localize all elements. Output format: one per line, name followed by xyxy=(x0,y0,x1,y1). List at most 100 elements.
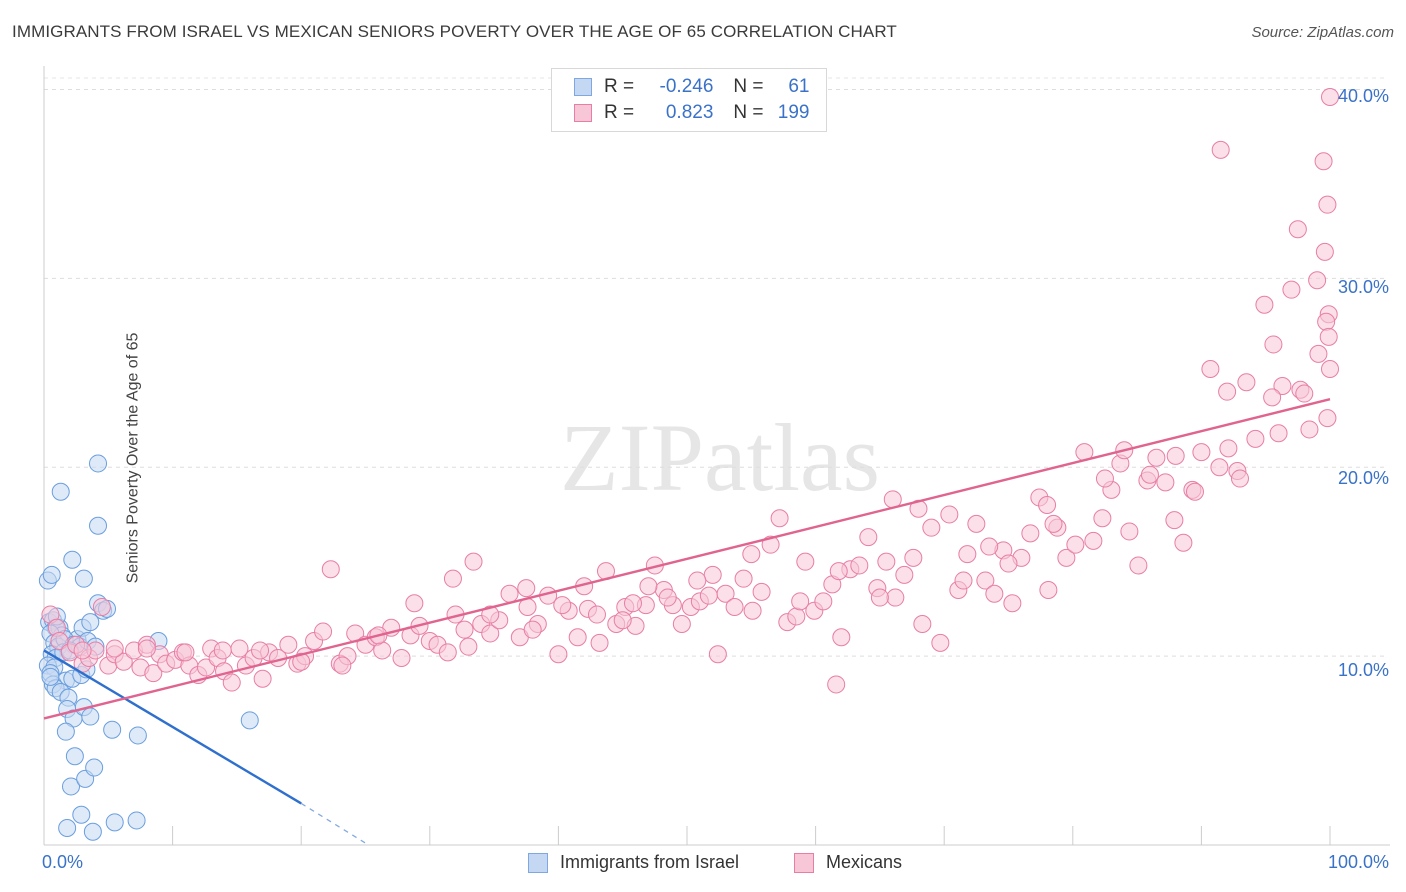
legend-r-label: R = xyxy=(604,76,635,97)
mexicans-point xyxy=(725,598,744,616)
mexicans-point xyxy=(814,592,833,611)
mexicans-point xyxy=(850,556,869,575)
mexicans-point xyxy=(1263,388,1282,407)
mexicans-point xyxy=(770,509,789,528)
israel-point xyxy=(63,550,82,569)
mexicans-point xyxy=(1021,524,1040,543)
legend-n-label: N = xyxy=(733,102,764,123)
mexicans-point xyxy=(613,611,632,630)
y-tick-label: 10.0% xyxy=(1338,660,1390,680)
mexicans-point xyxy=(405,594,424,613)
legend-n-value: 199 xyxy=(777,102,810,123)
legend-label: Immigrants from Israel xyxy=(560,852,740,872)
mexicans-point xyxy=(1321,88,1339,106)
mexicans-point xyxy=(1057,548,1076,567)
mexicans-point xyxy=(333,656,352,675)
mexicans-point xyxy=(292,652,311,671)
mexicans-point xyxy=(392,649,411,667)
mexicans-point xyxy=(1319,327,1338,346)
mexicans-point xyxy=(976,571,995,590)
mexicans-point xyxy=(50,632,69,650)
mexicans-point xyxy=(1218,382,1237,401)
mexicans-point xyxy=(1095,469,1114,488)
legend-swatch xyxy=(528,852,548,873)
israel-point xyxy=(41,667,60,686)
correlation-legend: R = -0.246 N = 61 R = 0.823 N = 199 xyxy=(551,68,827,132)
israel-point xyxy=(74,569,93,588)
mexicans-point xyxy=(1210,458,1229,477)
mexicans-point xyxy=(1192,443,1211,462)
mexicans-point xyxy=(954,571,973,590)
mexicans-point xyxy=(623,594,642,613)
legend-label: Mexicans xyxy=(826,852,903,872)
mexicans-point xyxy=(1038,496,1057,514)
mexicans-point xyxy=(1165,511,1184,530)
legend-item-mexicans[interactable]: Mexicans xyxy=(794,852,902,873)
legend-item-israel[interactable]: Immigrants from Israel xyxy=(528,852,739,873)
mexicans-point xyxy=(251,641,270,660)
mexicans-point xyxy=(1003,594,1022,613)
mexicans-point xyxy=(1185,482,1204,501)
mexicans-point xyxy=(1044,514,1063,533)
legend-row-israel: R = -0.246 N = 61 xyxy=(574,75,810,99)
mexicans-point xyxy=(1318,409,1337,428)
axes xyxy=(43,66,1390,846)
israel-point xyxy=(89,516,108,535)
mexicans-point xyxy=(549,645,568,664)
mexicans-point xyxy=(1309,344,1328,363)
israel-point xyxy=(81,613,100,632)
mexicans-point xyxy=(931,633,950,652)
mexicans-point xyxy=(829,562,848,581)
mexicans-point xyxy=(1201,360,1220,378)
mexicans-point xyxy=(1315,242,1334,261)
mexicans-point xyxy=(716,584,735,603)
mexicans-point xyxy=(913,615,932,633)
mexicans-point xyxy=(985,584,1004,603)
israel-point xyxy=(51,482,70,501)
israel-point xyxy=(62,777,81,796)
mexicans-point xyxy=(999,554,1018,573)
mexicans-point xyxy=(1264,335,1283,354)
mexicans-point xyxy=(222,673,241,692)
israel-point xyxy=(42,565,61,584)
mexicans-point xyxy=(1255,295,1274,314)
mexicans-point xyxy=(1318,195,1337,214)
mexicans-point xyxy=(1300,420,1319,439)
israel-trend-extension xyxy=(300,802,366,844)
mexicans-point xyxy=(980,537,999,556)
mexicans-point xyxy=(1066,535,1085,554)
mexicans-point xyxy=(1246,429,1265,448)
mexicans-point xyxy=(137,639,156,658)
mexicans-point xyxy=(1317,312,1336,331)
mexicans-point xyxy=(114,652,133,671)
israel-point xyxy=(240,711,259,730)
series-mexicans-points xyxy=(41,88,1339,694)
mexicans-point xyxy=(1084,531,1103,550)
mexicans-point xyxy=(1211,140,1230,159)
mexicans-point xyxy=(1120,522,1139,541)
israel-point xyxy=(81,707,100,726)
israel-point xyxy=(56,722,75,741)
mexicans-point xyxy=(1273,377,1292,395)
israel-point xyxy=(105,813,124,832)
y-tick-label: 30.0% xyxy=(1338,277,1390,297)
mexicans-point xyxy=(253,669,272,688)
watermark: ZIPatlas xyxy=(560,404,880,511)
mexicans-point xyxy=(279,635,298,654)
israel-trend-line xyxy=(43,649,302,805)
mexicans-point xyxy=(1295,384,1314,403)
mexicans-point xyxy=(787,607,806,626)
israel-point xyxy=(72,805,91,824)
mexicans-point xyxy=(553,596,572,615)
israel-point xyxy=(65,747,84,766)
mexicans-point xyxy=(587,605,606,624)
mexicans-point xyxy=(481,605,500,624)
chart-title: IMMIGRANTS FROM ISRAEL VS MEXICAN SENIOR… xyxy=(12,22,897,41)
source-label: Source: ZipAtlas.com xyxy=(1251,24,1394,41)
mexicans-point xyxy=(438,643,457,662)
legend-swatch xyxy=(574,104,592,122)
mexicans-point xyxy=(373,641,392,660)
mexicans-point xyxy=(517,579,536,598)
mexicans-point xyxy=(1237,373,1256,392)
mexicans-point xyxy=(1288,220,1307,239)
